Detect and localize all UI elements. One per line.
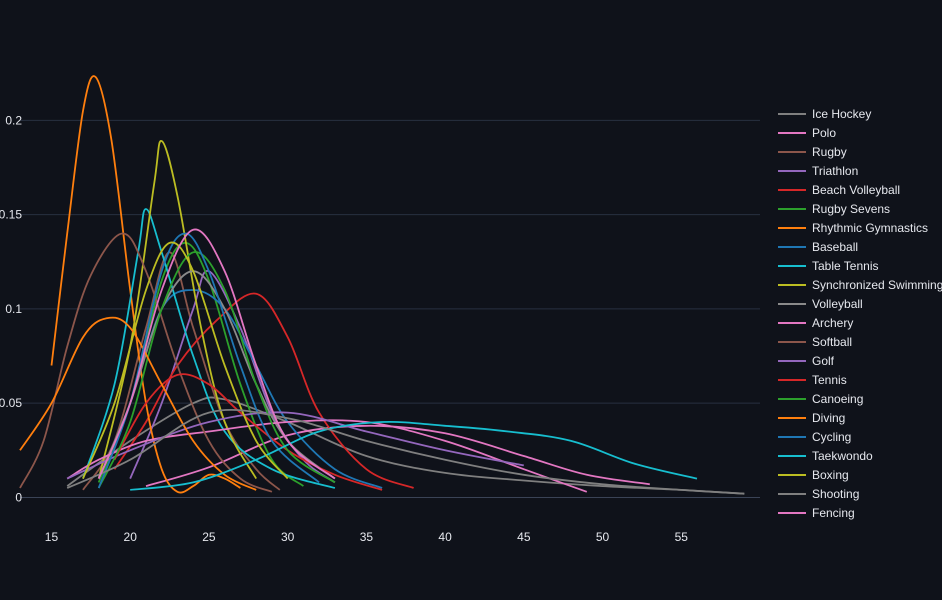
x-axis: 15 20 25 30 35 40 45 50 55 <box>45 530 688 544</box>
legend-item-ice-hockey[interactable]: Ice Hockey <box>778 107 871 121</box>
series-line-golf <box>66 411 524 480</box>
legend-label: Synchronized Swimming <box>812 278 942 292</box>
y-tick-label: 0.2 <box>5 113 22 127</box>
y-tick-label: 0 <box>15 490 22 504</box>
y-tick-label: 0.15 <box>0 208 22 222</box>
y-tick-label: 0.05 <box>0 396 22 410</box>
legend-label: Boxing <box>812 468 849 482</box>
legend-item-tennis[interactable]: Tennis <box>778 373 847 387</box>
legend-label: Ice Hockey <box>812 107 871 121</box>
legend-item-boxing[interactable]: Boxing <box>778 468 849 482</box>
legend-item-softball[interactable]: Softball <box>778 335 852 349</box>
legend-label: Rhythmic Gymnastics <box>812 221 928 235</box>
legend-item-cycling[interactable]: Cycling <box>778 430 851 444</box>
x-tick-label: 45 <box>517 530 531 544</box>
series-line-canoeing <box>97 251 336 489</box>
legend-item-taekwondo[interactable]: Taekwondo <box>778 449 873 463</box>
legend-item-table-tennis[interactable]: Table Tennis <box>778 259 879 273</box>
x-tick-label: 30 <box>281 530 295 544</box>
legend-item-baseball[interactable]: Baseball <box>778 240 858 254</box>
x-tick-label: 50 <box>596 530 610 544</box>
series-line-rugby <box>82 251 281 491</box>
series-line-diving <box>19 316 257 491</box>
legend-label: Rugby <box>812 145 847 159</box>
legend-item-rugby[interactable]: Rugby <box>778 145 847 159</box>
legend-item-triathlon[interactable]: Triathlon <box>778 164 858 178</box>
x-tick-label: 15 <box>45 530 59 544</box>
legend-item-polo[interactable]: Polo <box>778 126 836 140</box>
legend-label: Baseball <box>812 240 858 254</box>
legend-label: Archery <box>812 316 853 330</box>
legend-item-beach-volleyball[interactable]: Beach Volleyball <box>778 183 900 197</box>
y-tick-label: 0.1 <box>5 302 22 316</box>
legend-label: Diving <box>812 411 845 425</box>
legend-label: Triathlon <box>812 164 858 178</box>
plot-area <box>19 75 745 495</box>
legend-item-rugby-sevens[interactable]: Rugby Sevens <box>778 202 890 216</box>
legend-label: Tennis <box>812 373 847 387</box>
legend-item-shooting[interactable]: Shooting <box>778 487 859 501</box>
legend-label: Softball <box>812 335 852 349</box>
legend-label: Golf <box>812 354 835 368</box>
y-axis: 0 0.05 0.1 0.15 0.2 <box>0 113 22 504</box>
legend-label: Shooting <box>812 487 859 501</box>
legend[interactable]: Ice Hockey Polo Rugby Triathlon Beach Volley… <box>778 107 942 520</box>
legend-label: Rugby Sevens <box>812 202 890 216</box>
legend-item-diving[interactable]: Diving <box>778 411 845 425</box>
series-line-shooting <box>66 408 745 495</box>
series-line-tennis <box>113 373 383 491</box>
series-line-beach-volleyball <box>113 292 414 489</box>
series-line-polo <box>145 424 650 487</box>
series-line-taekwondo <box>130 420 698 491</box>
legend-label: Cycling <box>812 430 851 444</box>
legend-label: Canoeing <box>812 392 863 406</box>
legend-label: Fencing <box>812 506 855 520</box>
x-tick-label: 20 <box>124 530 138 544</box>
legend-item-volleyball[interactable]: Volleyball <box>778 297 863 311</box>
legend-item-fencing[interactable]: Fencing <box>778 506 855 520</box>
legend-label: Taekwondo <box>812 449 873 463</box>
x-tick-label: 55 <box>675 530 689 544</box>
legend-item-canoeing[interactable]: Canoeing <box>778 392 863 406</box>
series-line-baseball <box>97 289 383 489</box>
x-tick-label: 35 <box>360 530 374 544</box>
legend-item-archery[interactable]: Archery <box>778 316 853 330</box>
legend-label: Beach Volleyball <box>812 183 900 197</box>
series-line-fencing <box>97 228 336 480</box>
legend-item-golf[interactable]: Golf <box>778 354 835 368</box>
legend-item-synchronized-swimming[interactable]: Synchronized Swimming <box>778 278 942 292</box>
legend-item-rhythmic-gymnastics[interactable]: Rhythmic Gymnastics <box>778 221 928 235</box>
legend-label: Volleyball <box>812 297 863 311</box>
x-tick-label: 40 <box>438 530 452 544</box>
legend-label: Polo <box>812 126 836 140</box>
legend-label: Table Tennis <box>812 259 879 273</box>
x-tick-label: 25 <box>202 530 216 544</box>
